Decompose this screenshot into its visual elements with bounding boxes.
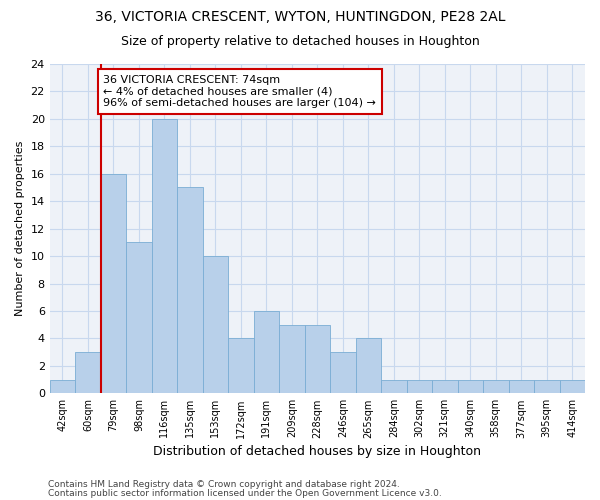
Bar [560,380,585,394]
Text: Contains HM Land Registry data © Crown copyright and database right 2024.: Contains HM Land Registry data © Crown c… [48,480,400,489]
Text: Contains public sector information licensed under the Open Government Licence v3: Contains public sector information licen… [48,488,442,498]
X-axis label: Distribution of detached houses by size in Houghton: Distribution of detached houses by size … [154,444,481,458]
Bar [458,380,483,394]
Bar [534,380,560,394]
Bar [432,380,458,394]
Bar [509,380,534,394]
Bar [75,352,101,394]
Bar [356,338,381,394]
Bar [126,242,152,394]
Bar [254,311,279,394]
Text: 36, VICTORIA CRESCENT, WYTON, HUNTINGDON, PE28 2AL: 36, VICTORIA CRESCENT, WYTON, HUNTINGDON… [95,10,505,24]
Bar [152,119,177,394]
Bar [483,380,509,394]
Bar [228,338,254,394]
Bar [305,324,330,394]
Bar [381,380,407,394]
Bar [177,188,203,394]
Text: 36 VICTORIA CRESCENT: 74sqm
← 4% of detached houses are smaller (4)
96% of semi-: 36 VICTORIA CRESCENT: 74sqm ← 4% of deta… [103,75,376,108]
Bar [50,380,75,394]
Bar [279,324,305,394]
Text: Size of property relative to detached houses in Houghton: Size of property relative to detached ho… [121,35,479,48]
Bar [330,352,356,394]
Bar [101,174,126,394]
Bar [407,380,432,394]
Bar [203,256,228,394]
Y-axis label: Number of detached properties: Number of detached properties [15,141,25,316]
